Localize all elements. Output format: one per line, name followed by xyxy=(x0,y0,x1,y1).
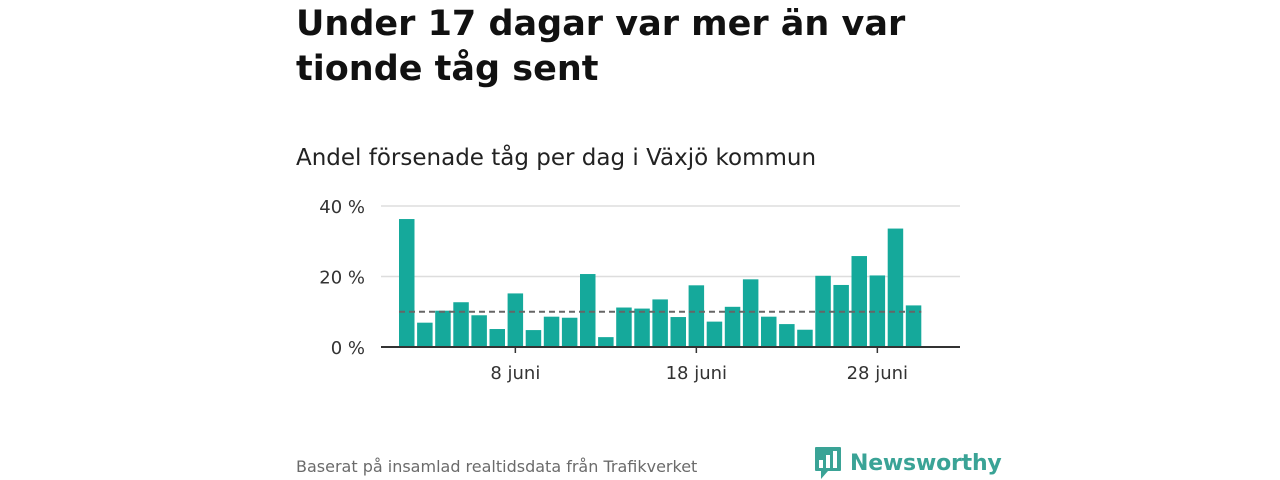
bar xyxy=(797,329,813,347)
x-tick-label: 28 juni xyxy=(847,363,908,384)
x-tick-label: 18 juni xyxy=(666,363,727,384)
bars xyxy=(399,219,922,347)
bar xyxy=(724,306,741,347)
bar xyxy=(905,305,922,347)
bar xyxy=(489,329,505,347)
newsworthy-logo-icon xyxy=(815,447,841,479)
y-tick-label: 0 % xyxy=(331,338,365,359)
y-tick-label: 40 % xyxy=(319,197,365,218)
bar xyxy=(851,256,867,347)
grid-lines xyxy=(381,205,960,278)
bar xyxy=(507,293,524,347)
brand-logo: Newsworthy xyxy=(814,446,1002,480)
bar xyxy=(670,317,686,347)
x-tick-label: 8 juni xyxy=(490,363,540,384)
bar xyxy=(471,315,487,347)
bar xyxy=(833,284,849,347)
bar xyxy=(761,316,777,347)
bar xyxy=(435,310,451,347)
y-tick-label: 20 % xyxy=(319,268,365,289)
axes: 0 % 20 % 40 % 8 juni 18 juni 28 juni xyxy=(319,197,960,384)
chart-subtitle: Andel försenade tåg per dag i Växjö komm… xyxy=(296,145,817,171)
bar xyxy=(742,279,759,347)
bar xyxy=(616,307,632,347)
bar xyxy=(598,337,614,347)
bar xyxy=(399,219,415,347)
source-note: Baserat på insamlad realtidsdata från Tr… xyxy=(296,457,698,476)
bar xyxy=(652,299,668,347)
bar xyxy=(688,285,705,347)
bar xyxy=(580,274,596,347)
bar xyxy=(869,275,886,347)
bar xyxy=(779,324,795,347)
bar xyxy=(634,308,650,347)
chart-title: Under 17 dagar var mer än var tionde tåg… xyxy=(296,4,906,89)
bar xyxy=(525,330,542,347)
bar xyxy=(887,228,904,347)
bar xyxy=(453,302,469,347)
bar xyxy=(543,316,560,347)
bar xyxy=(417,322,433,347)
bar xyxy=(561,317,578,347)
brand-name: Newsworthy xyxy=(850,450,1002,476)
bar xyxy=(706,321,723,347)
